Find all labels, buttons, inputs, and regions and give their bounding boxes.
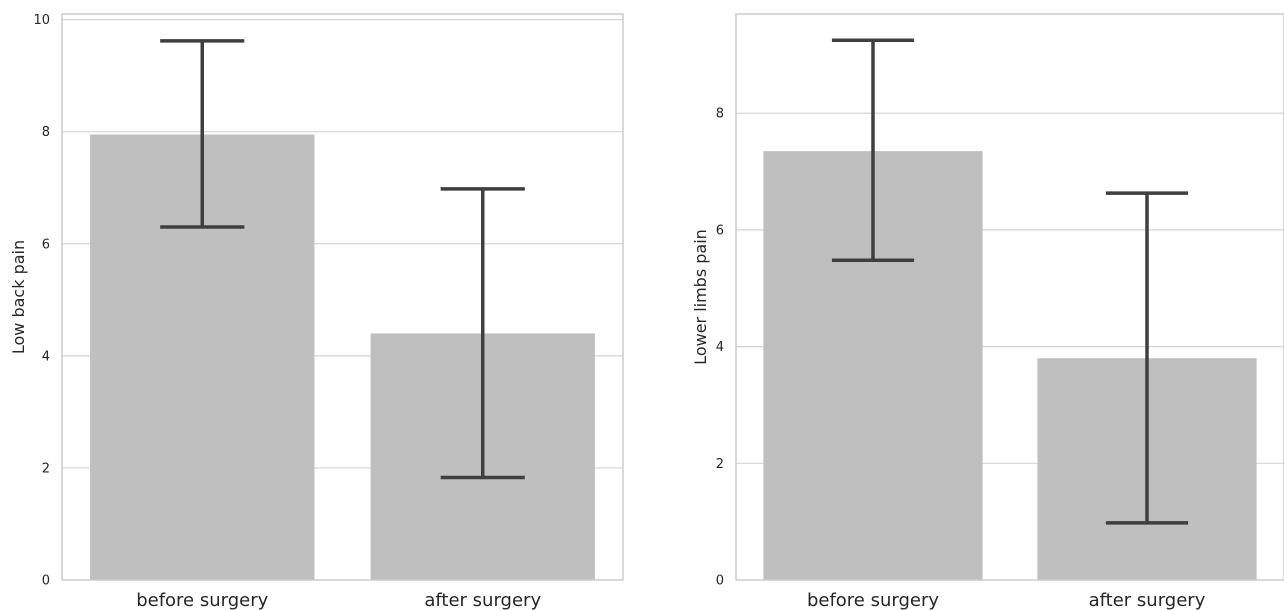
y-tick-label: 2 (42, 461, 50, 476)
y-tick-label: 10 (33, 13, 50, 28)
y-axis-label: Low back pain (9, 240, 28, 354)
plot-frame (61, 13, 624, 581)
panel-lower-limbs-pain: 0 2 4 6 8 before surgery after surgery Lower li… (691, 13, 1284, 610)
panel-low-back-pain: 0 2 4 6 8 10 before surgery after surgery Low ba… (9, 13, 624, 610)
y-tick-label: 0 (716, 574, 724, 589)
x-category-label: after surgery (1089, 590, 1206, 610)
y-tick-label: 0 (42, 574, 50, 589)
y-tick-label: 4 (42, 349, 50, 364)
y-tick-label: 8 (716, 107, 724, 122)
y-tick-label: 2 (716, 457, 724, 472)
y-tick-label: 6 (716, 223, 724, 238)
y-tick-label: 6 (42, 237, 50, 252)
y-axis-label: Lower limbs pain (691, 229, 710, 365)
y-tick-label: 4 (716, 340, 724, 355)
x-category-label: before surgery (136, 590, 268, 610)
x-category-label: before surgery (807, 590, 939, 610)
plot-frame (735, 13, 1284, 581)
y-tick-label: 8 (42, 125, 50, 140)
x-category-label: after surgery (424, 590, 541, 610)
